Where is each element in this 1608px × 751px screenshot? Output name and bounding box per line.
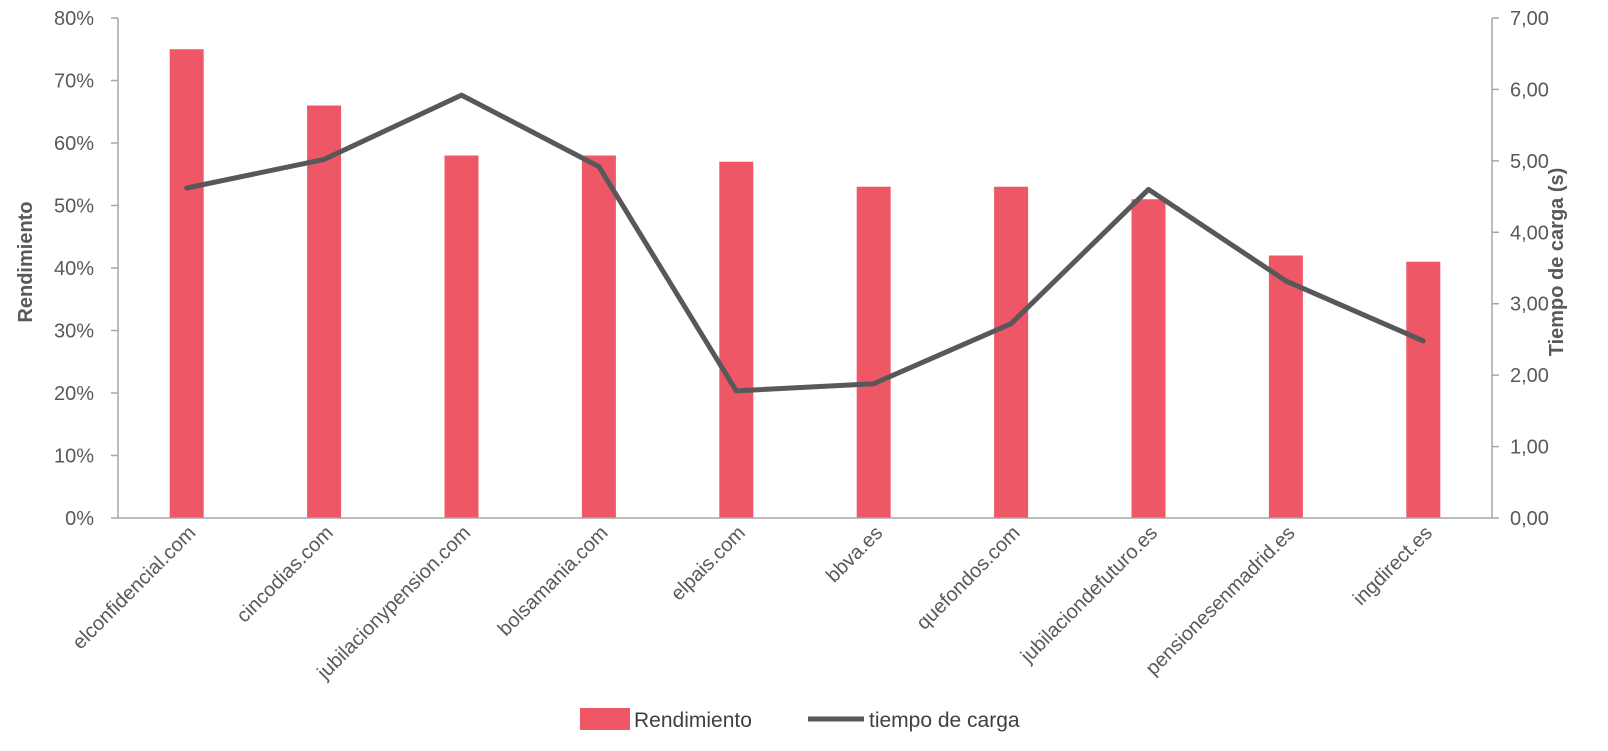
right-tick-label: 6,00	[1510, 79, 1549, 101]
left-axis-title: Rendimiento	[15, 201, 37, 322]
left-tick-label: 30%	[54, 321, 94, 343]
line-series-tiempo-de-carga	[184, 92, 1426, 394]
bar-7	[994, 186, 1029, 518]
x-tick-label: jubilacionypension.com	[313, 522, 475, 684]
bar-3	[444, 155, 479, 518]
x-tick-label: bbva.es	[822, 522, 887, 587]
x-tick-label: quefondos.com	[912, 522, 1024, 634]
left-tick-label: 60%	[54, 133, 94, 155]
bar-1	[169, 49, 204, 518]
bar-10	[1406, 261, 1441, 518]
left-tick-label: 0%	[65, 508, 94, 530]
x-tick-label: elconfidencial.com	[68, 522, 200, 654]
legend-swatch-rendimiento	[580, 708, 630, 730]
left-tick-label: 50%	[54, 196, 94, 218]
left-tick-label: 70%	[54, 71, 94, 93]
bar-9	[1268, 255, 1303, 518]
right-tick-label: 1,00	[1510, 437, 1549, 459]
x-tick-label: bolsamania.com	[494, 522, 613, 641]
legend-label-tiempo-de-carga: tiempo de carga	[869, 709, 1020, 732]
x-tick-label: pensionesenmadrid.es	[1142, 522, 1300, 680]
x-tick-label: jubilaciondefuturo.es	[1016, 522, 1162, 668]
left-tick-label: 80%	[54, 8, 94, 30]
right-tick-label: 4,00	[1510, 222, 1549, 244]
bar-4	[581, 155, 616, 518]
right-tick-label: 5,00	[1510, 151, 1549, 173]
bar-5	[719, 161, 754, 518]
legend: Rendimiento tiempo de carga	[580, 708, 1020, 732]
legend-label-rendimiento: Rendimiento	[634, 709, 752, 732]
left-tick-label: 40%	[54, 258, 94, 280]
left-tick-label: 20%	[54, 383, 94, 405]
bar-8	[1131, 199, 1166, 518]
x-axis-ticks: elconfidencial.com cincodias.comjubilacio…	[68, 522, 1436, 684]
left-tick-label: 10%	[54, 446, 94, 468]
bar-6	[856, 186, 891, 518]
right-axis-title: Tiempo de carga (s)	[1546, 168, 1568, 357]
bar-2	[307, 105, 342, 518]
right-tick-label: 2,00	[1510, 365, 1549, 387]
right-tick-label: 3,00	[1510, 294, 1549, 316]
right-tick-label: 0,00	[1510, 508, 1549, 530]
x-tick-label: ingdirect.es	[1349, 522, 1437, 610]
bar-series-rendimiento	[169, 49, 1441, 518]
right-tick-label: 7,00	[1510, 8, 1549, 30]
x-tick-label: elpais.com	[667, 522, 750, 605]
left-axis-ticks: 0% 10% 20% 30% 40% 50% 60% 70% 80%	[54, 8, 118, 530]
x-tick-label: cincodias.com	[232, 522, 337, 627]
right-axis-ticks: 0,00 1,00 2,00 3,00 4,00 5,00 6,00 7,00	[1492, 8, 1549, 530]
